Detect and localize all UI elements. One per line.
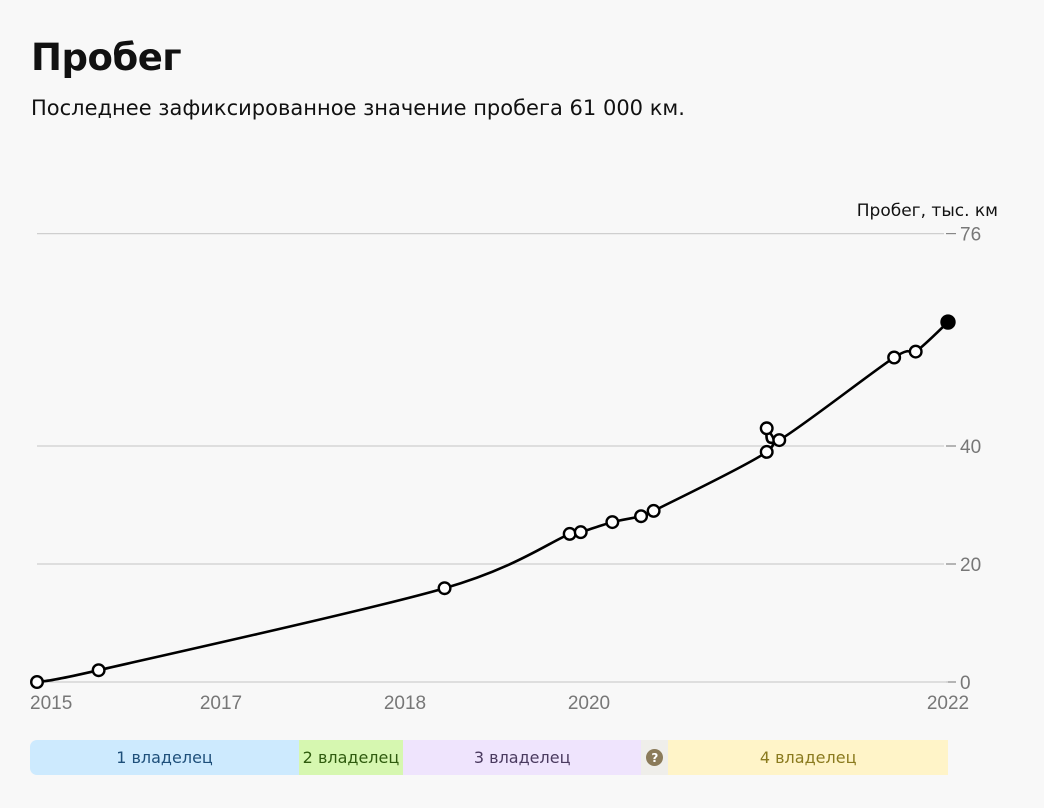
last-data-point: [940, 314, 956, 330]
data-point: [646, 503, 661, 518]
data-point: [30, 675, 45, 690]
y-tick-label: 0: [960, 673, 971, 694]
data-point: [772, 433, 787, 448]
data-point: [908, 344, 923, 359]
owner-segment: 2 владелец: [299, 740, 403, 775]
owner-label: 3 владелец: [473, 748, 571, 767]
owner-label: 4 владелец: [759, 748, 857, 767]
x-tick-label: 2022: [927, 693, 969, 714]
owner-segment: 3 владелец: [402, 740, 642, 775]
subtitle: Последнее зафиксированное значение пробе…: [31, 96, 685, 120]
data-point: [887, 350, 902, 365]
x-tick-label: 2020: [568, 693, 610, 714]
data-point: [759, 421, 774, 436]
owner-label: 1 владелец: [116, 748, 213, 767]
owner-label: 2 владелец: [302, 748, 400, 767]
y-axis-title: Пробег, тыс. км: [857, 201, 998, 221]
mileage-chart: 0 20 40 76 Пробег, тыс. км 2015 2017 2018 2020 20…: [30, 201, 998, 714]
x-tick-label: 2018: [384, 693, 426, 714]
data-point: [759, 444, 774, 459]
owners-bar: 1 владелец 2 владелец 3 владелец? 4 владеле…: [30, 740, 962, 775]
question-icon: ?: [646, 749, 664, 766]
data-point: [605, 515, 620, 530]
y-tick-label: 40: [960, 437, 981, 458]
x-tick-label: 2017: [200, 693, 242, 714]
page-title: Пробег: [31, 36, 182, 79]
y-tick-label: 76: [960, 225, 981, 246]
data-point: [562, 526, 577, 541]
owner-segment: 1 владелец: [30, 740, 299, 775]
data-point: [573, 525, 588, 540]
data-point: [437, 581, 452, 596]
unknown-owner-segment[interactable]: ?: [641, 740, 669, 775]
series-line: [36, 321, 949, 684]
owner-segment: 4 владелец: [668, 740, 948, 775]
y-tick-label: 20: [960, 555, 981, 576]
data-point: [91, 663, 106, 678]
x-tick-label: 2015: [30, 693, 72, 714]
data-point: [634, 509, 649, 524]
